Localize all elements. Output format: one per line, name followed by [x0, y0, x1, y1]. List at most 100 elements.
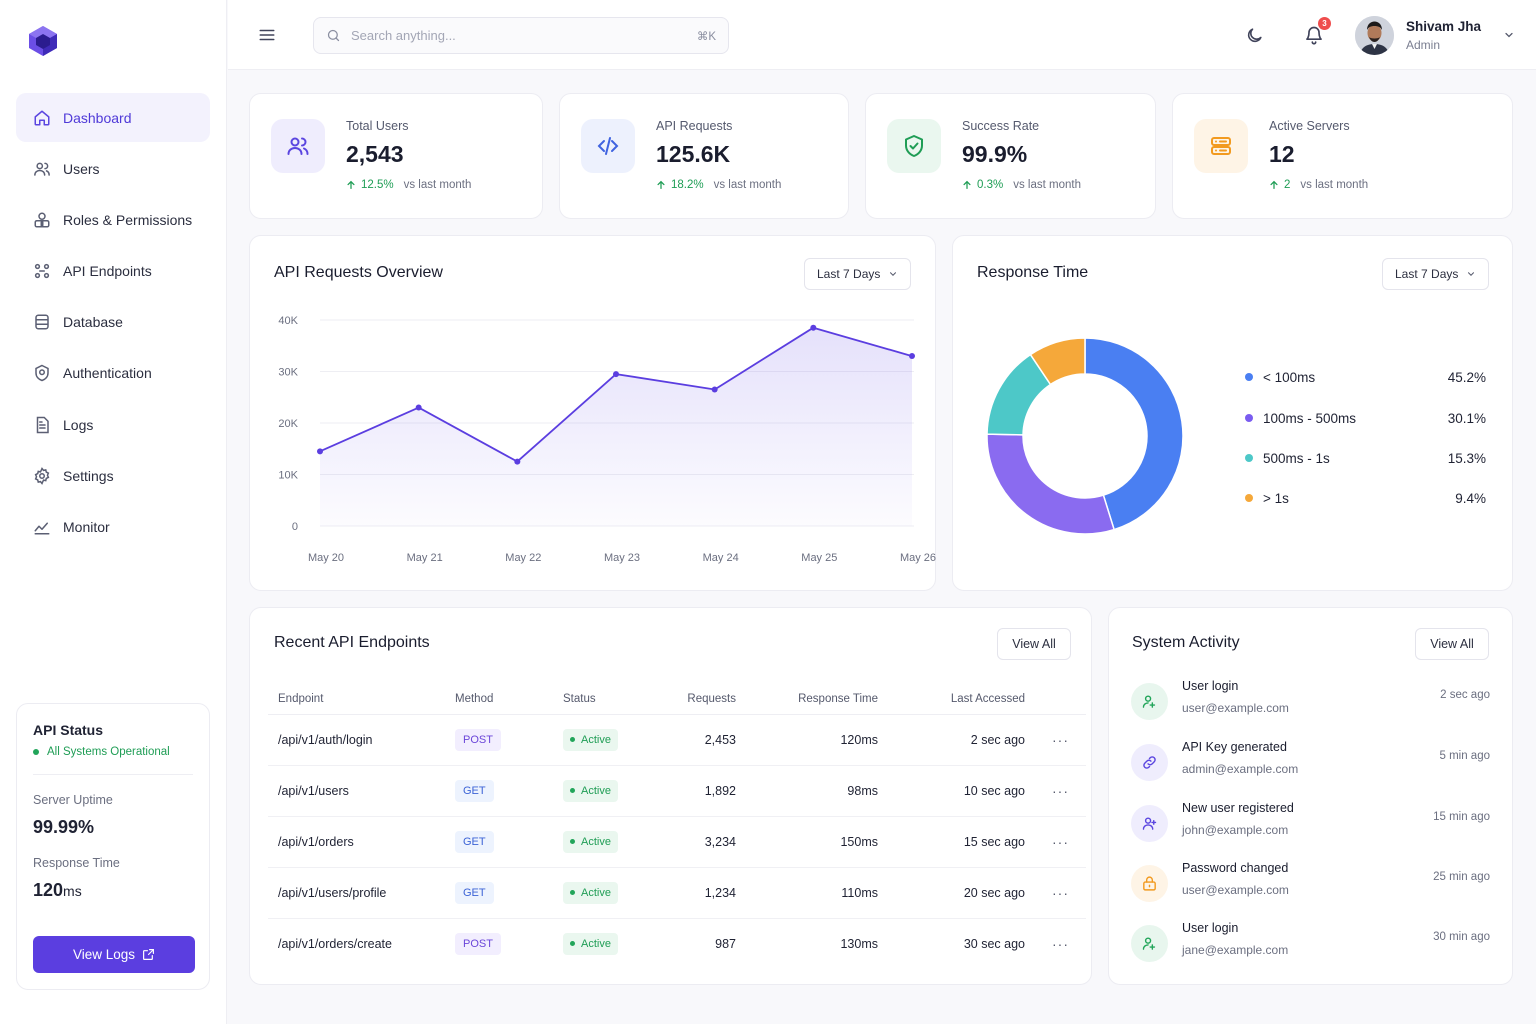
sidebar-item-users[interactable]: Users	[16, 144, 210, 193]
api-status-card: API Status All Systems Operational Serve…	[16, 703, 210, 990]
date-range-dropdown[interactable]: Last 7 Days	[804, 258, 912, 290]
view-logs-button[interactable]: View Logs	[33, 936, 195, 973]
sidebar: Dashboard Users Roles & Permissions API …	[0, 0, 227, 1024]
moon-icon[interactable]	[1245, 26, 1264, 45]
method-badge: POST	[455, 932, 501, 955]
search-input[interactable]	[351, 28, 697, 43]
donut-slice[interactable]	[986, 433, 1116, 535]
x-tick-label: May 23	[604, 552, 640, 564]
more-options-icon[interactable]: ···	[1035, 765, 1086, 817]
server-icon	[1211, 137, 1231, 155]
legend-value: 30.1%	[1447, 410, 1486, 426]
activity-item[interactable]: Password changed user@example.com 25 min…	[1131, 861, 1490, 906]
column-header[interactable]: Method	[445, 684, 553, 715]
legend-dot	[1245, 454, 1253, 462]
lock-icon	[34, 212, 50, 228]
status-cell: Active	[553, 714, 653, 766]
activity-item[interactable]: User login user@example.com 2 sec ago	[1131, 679, 1490, 724]
hamburger-menu-icon[interactable]	[258, 26, 276, 44]
shield-check-icon	[905, 135, 923, 157]
column-header[interactable]: Requests	[653, 684, 746, 715]
more-options-icon[interactable]: ···	[1035, 867, 1086, 919]
activity-item[interactable]: User login jane@example.com 30 min ago	[1131, 921, 1490, 966]
method-cell: GET	[445, 867, 553, 919]
activity-item[interactable]: API Key generated admin@example.com 5 mi…	[1131, 740, 1490, 785]
arrow-up-icon	[657, 180, 665, 189]
sidebar-item-authentication[interactable]: Authentication	[16, 349, 210, 398]
view-all-activity-button[interactable]: View All	[1415, 628, 1489, 660]
status-cell: Active	[553, 918, 653, 969]
last-accessed: 10 sec ago	[888, 765, 1035, 817]
stat-trend-value: 18.2%	[671, 179, 704, 191]
card-title: API Requests Overview	[274, 264, 443, 281]
legend-dot	[1245, 494, 1253, 502]
column-header-actions	[1035, 684, 1086, 715]
data-point[interactable]	[810, 324, 817, 331]
stat-icon-box	[581, 119, 635, 173]
requests-line-chart: 0 10K 20K 30K 40K May 20 May 21 May 22 May 23 May…	[278, 315, 936, 564]
x-tick-label: May 20	[308, 552, 344, 564]
user-add-icon	[1142, 817, 1157, 830]
donut-slice[interactable]	[1029, 337, 1086, 386]
data-point[interactable]	[613, 371, 619, 378]
more-options-icon[interactable]: ···	[1035, 816, 1086, 868]
sidebar-item-logs[interactable]: Logs	[16, 400, 210, 449]
sidebar-item-label: Database	[63, 314, 123, 331]
activity-time: 5 min ago	[1439, 750, 1490, 762]
view-all-endpoints-button[interactable]: View All	[997, 628, 1071, 660]
column-header[interactable]: Endpoint	[268, 684, 445, 715]
sidebar-item-monitor[interactable]: Monitor	[16, 503, 210, 552]
status-text: Active	[581, 733, 611, 746]
stat-value: 99.9%	[962, 141, 1028, 167]
more-options-icon[interactable]: ···	[1052, 935, 1069, 952]
user-role: Admin	[1406, 37, 1441, 52]
response-time-donut-chart	[986, 337, 1184, 535]
method-cell: GET	[445, 765, 553, 817]
more-options-icon[interactable]: ···	[1035, 714, 1086, 766]
column-header[interactable]: Status	[553, 684, 653, 715]
response-time-unit: ms	[63, 883, 82, 899]
table-header-row: Endpoint Method Status Requests Response…	[268, 684, 1086, 715]
table-row[interactable]: /api/v1/orders GET Active 3,234 150ms 15…	[268, 816, 1086, 868]
hexagon-logo-icon[interactable]	[26, 24, 60, 58]
activity-email: john@example.com	[1182, 823, 1289, 837]
data-point[interactable]	[514, 458, 521, 465]
database-icon	[35, 314, 49, 330]
data-point[interactable]	[415, 404, 422, 411]
search-bar: ⌘K	[313, 17, 729, 54]
user-menu[interactable]: Shivam Jha Admin	[1355, 15, 1515, 55]
card-title: Response Time	[977, 264, 1089, 281]
stat-value: 2,543	[346, 141, 404, 167]
link-icon	[1143, 756, 1156, 769]
data-point[interactable]	[909, 353, 915, 360]
activity-item[interactable]: New user registered john@example.com 15 …	[1131, 801, 1490, 846]
stat-trend-vs: vs last month	[1013, 179, 1081, 191]
donut-slice[interactable]	[1084, 337, 1184, 531]
column-header[interactable]: Response Time	[746, 684, 888, 715]
column-header[interactable]: Last Accessed	[888, 684, 1035, 715]
table-row[interactable]: /api/v1/auth/login POST Active 2,453 120…	[268, 714, 1086, 766]
table-row[interactable]: /api/v1/orders/create POST Active 987 13…	[268, 918, 1086, 969]
status-text: Active	[581, 835, 611, 848]
sidebar-item-label: Monitor	[63, 519, 110, 535]
data-point[interactable]	[711, 386, 718, 393]
api-status-state: All Systems Operational	[33, 746, 193, 775]
sidebar-item-label: Logs	[63, 416, 94, 433]
table-row[interactable]: /api/v1/users GET Active 1,892 98ms 10 s…	[268, 765, 1086, 817]
legend-value: 45.2%	[1447, 369, 1486, 385]
bell-icon[interactable]	[1304, 25, 1324, 45]
last-accessed: 20 sec ago	[888, 867, 1035, 919]
data-point[interactable]	[317, 448, 323, 455]
sidebar-item-dashboard[interactable]: Dashboard	[16, 93, 210, 142]
sidebar-item-api-endpoints[interactable]: API Endpoints	[16, 247, 210, 296]
sidebar-item-label: Authentication	[63, 365, 152, 382]
activity-title: User login	[1182, 921, 1239, 935]
date-range-dropdown[interactable]: Last 7 Days	[1382, 258, 1490, 290]
sidebar-item-database[interactable]: Database	[16, 298, 210, 347]
y-tick-label: 0	[292, 521, 298, 533]
sidebar-item-roles[interactable]: Roles & Permissions	[16, 195, 210, 244]
stat-trend: 18.2% vs last month	[656, 179, 781, 191]
sidebar-item-settings[interactable]: Settings	[16, 451, 210, 500]
table-row[interactable]: /api/v1/users/profile GET Active 1,234 1…	[268, 867, 1086, 919]
last-accessed: 2 sec ago	[888, 714, 1035, 766]
